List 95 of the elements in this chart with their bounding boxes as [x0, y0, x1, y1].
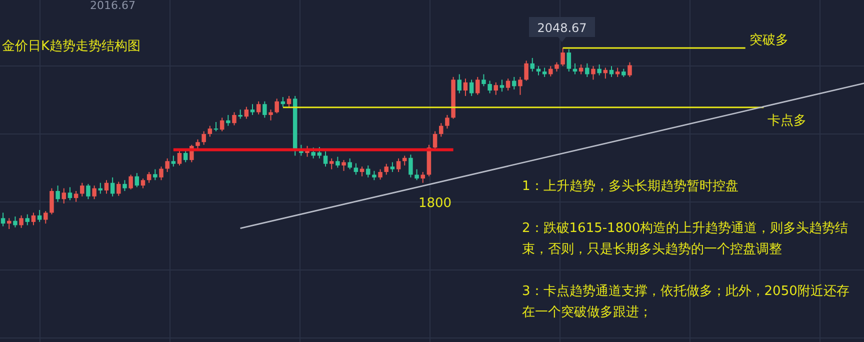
candlestick — [597, 64, 602, 76]
candlestick — [500, 79, 504, 92]
candlestick — [183, 148, 188, 163]
candlestick — [232, 112, 236, 126]
candlestick — [196, 138, 200, 150]
text: 2048.67 — [537, 21, 587, 35]
candlestick — [171, 155, 176, 168]
candlestick — [104, 180, 109, 194]
candlestick — [348, 158, 352, 170]
candlestick — [438, 122, 444, 138]
candlestick — [560, 48, 565, 67]
candlestick — [140, 178, 146, 189]
candlestick — [238, 109, 242, 120]
candlestick — [311, 147, 316, 159]
candlestick — [116, 181, 121, 196]
candlestick — [378, 168, 382, 180]
annotation: 1800 — [418, 196, 452, 211]
candlestick — [153, 168, 158, 181]
candlestick — [262, 100, 267, 118]
candlestick — [250, 104, 255, 116]
candlestick — [457, 74, 462, 94]
candlestick — [19, 214, 24, 228]
text: 2016.67 — [90, 0, 136, 12]
candlestick — [518, 76, 522, 96]
annotation: 2：跌破1615-1800构造的上升趋势通道，则多头趋势结束，否则，只是长期多头趋势的一个控盘调整 — [522, 220, 850, 259]
candlestick — [268, 109, 273, 121]
candlestick — [37, 209, 42, 222]
candlestick — [548, 66, 553, 77]
text: 3：卡点趋势通道支撑，依托做多；此外，2050附近还存在一个突破做多跟进； — [522, 283, 850, 322]
candlestick — [488, 80, 492, 94]
candlestick — [585, 62, 590, 78]
candlestick — [50, 188, 54, 215]
candlestick — [274, 98, 279, 114]
candlestick — [366, 164, 370, 178]
candlestick — [628, 62, 632, 78]
candlestick — [44, 210, 48, 224]
candlestick — [56, 185, 60, 202]
candlestick — [578, 64, 584, 75]
candlestick — [591, 66, 596, 80]
candlestick — [25, 214, 30, 226]
candlestick — [220, 117, 224, 132]
candlestick — [329, 158, 334, 170]
candlestick — [414, 168, 419, 181]
candlestick — [566, 48, 572, 72]
candlestick — [256, 100, 261, 115]
candlestick — [31, 212, 36, 226]
annotation: 1：上升趋势，多头长期趋势暂时控盘 — [522, 178, 740, 196]
candlestick — [390, 162, 395, 172]
candlestick — [226, 114, 230, 126]
candlestick — [360, 166, 364, 177]
candlestick — [110, 176, 115, 197]
candlestick — [482, 74, 486, 87]
candlestick — [476, 76, 480, 96]
candlestick — [13, 216, 18, 228]
ref-line-label: 突破多 — [749, 33, 788, 48]
candlestick — [494, 82, 498, 96]
candlestick — [524, 60, 528, 82]
candlestick — [396, 158, 401, 172]
candlestick — [68, 186, 72, 201]
candlestick — [202, 130, 206, 146]
candlestick — [530, 57, 535, 72]
candlestick — [286, 95, 292, 108]
candlestick — [469, 79, 474, 96]
candlestick — [62, 188, 66, 204]
candlestick — [128, 174, 133, 190]
candlestick — [354, 162, 358, 176]
candlestick — [92, 185, 96, 200]
candlestick — [384, 163, 388, 176]
candlestick — [342, 160, 346, 172]
ref-line-label: 卡点多 — [768, 113, 807, 128]
chart-title: 金价日K趋势走势结构图 — [2, 39, 141, 54]
candlestick — [134, 172, 140, 188]
candlestick — [86, 183, 90, 200]
candlestick — [445, 114, 450, 130]
candlestick — [159, 166, 164, 181]
candlestick — [208, 125, 212, 138]
candlestick — [146, 171, 152, 184]
candlestick — [80, 182, 84, 197]
candlestick — [122, 180, 127, 192]
candlestick — [420, 171, 426, 184]
candlestick — [512, 76, 516, 90]
candlestick — [408, 154, 413, 178]
candlestick — [372, 170, 376, 181]
candlestick — [506, 78, 510, 92]
candlestick — [6, 218, 12, 230]
candlestick — [244, 106, 249, 120]
candlestick — [463, 78, 468, 96]
candlestick — [165, 158, 170, 172]
candlestick — [0, 212, 6, 227]
candlestick — [177, 150, 182, 166]
candlestick — [554, 62, 559, 72]
candlestick — [336, 156, 340, 168]
candlestick — [74, 190, 78, 202]
candlestick — [432, 130, 438, 151]
candlestick — [323, 150, 328, 168]
